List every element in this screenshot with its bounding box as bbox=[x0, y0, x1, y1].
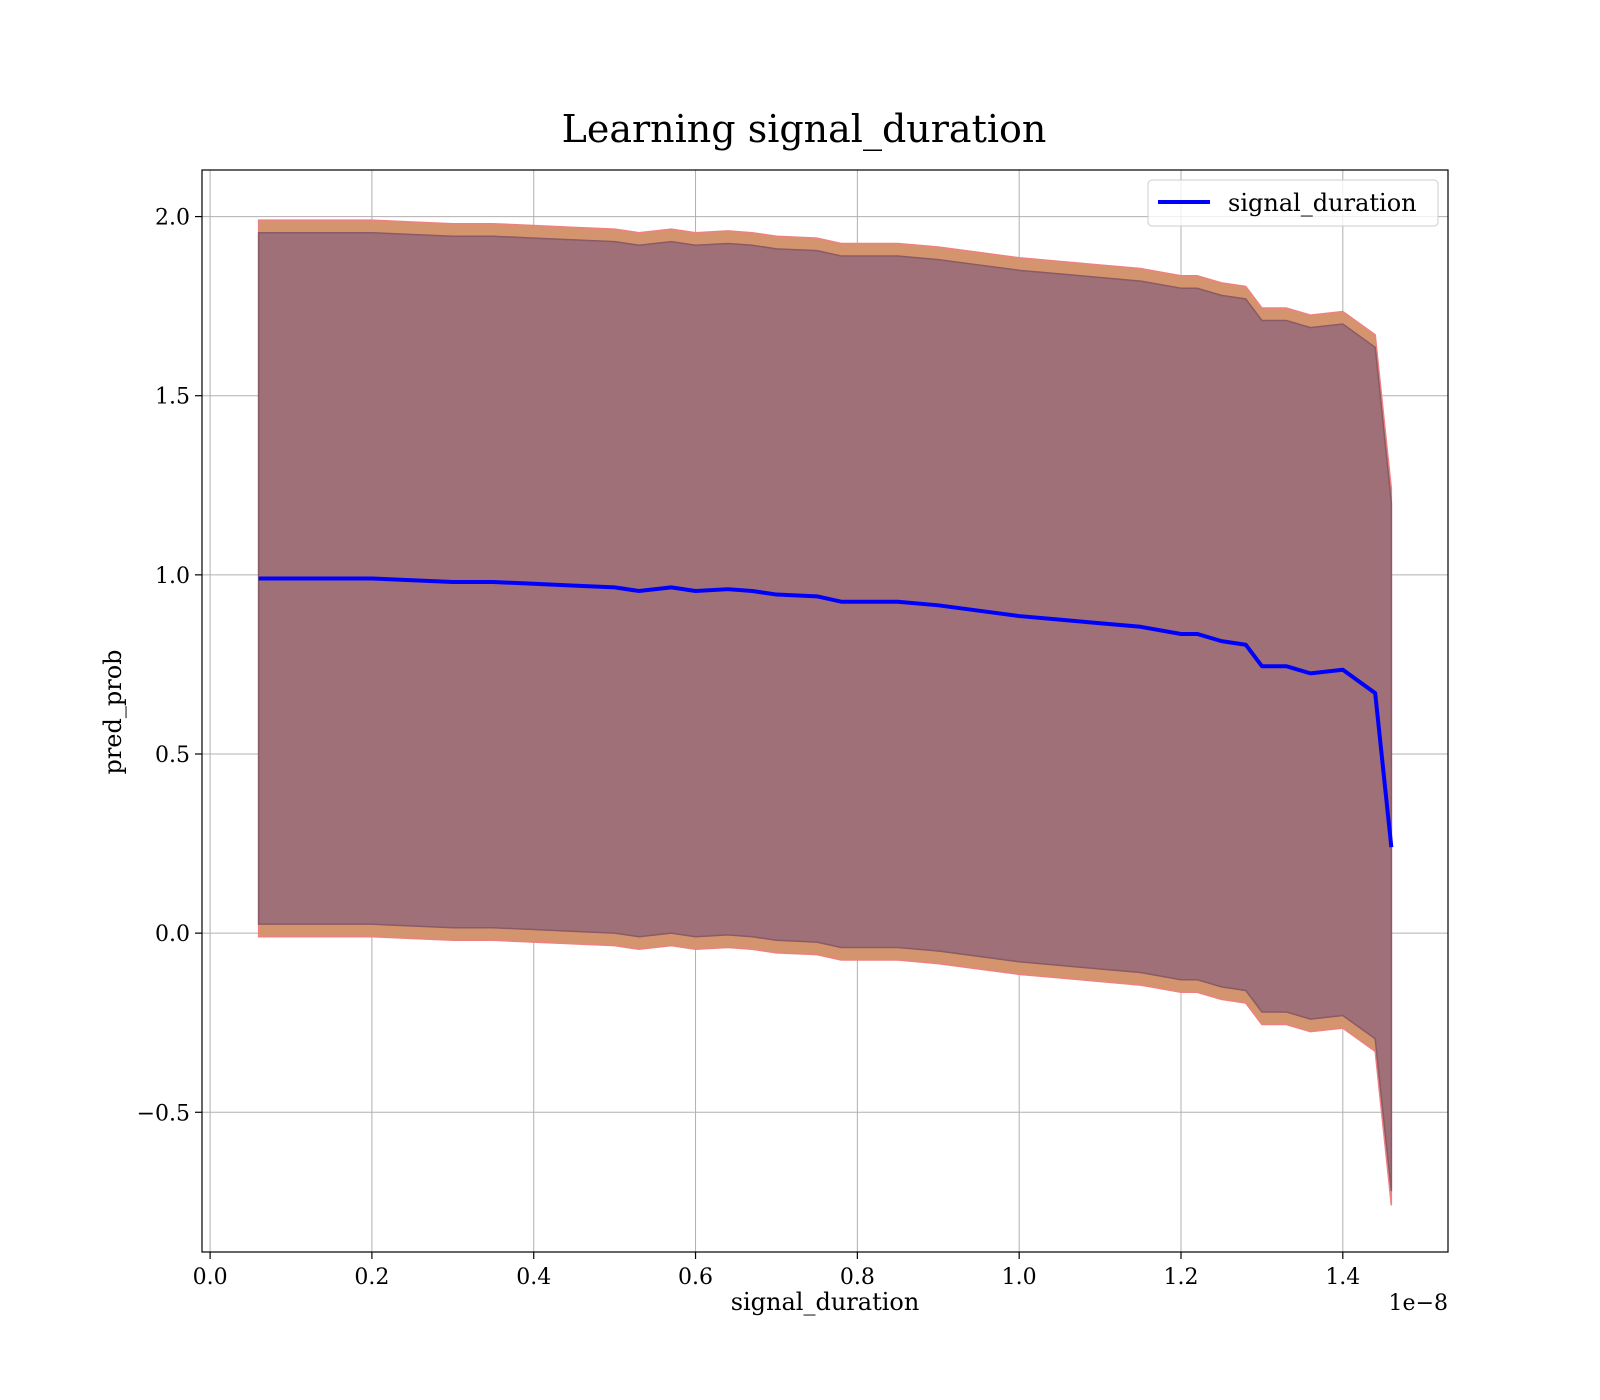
y-tick-label: −0.5 bbox=[137, 1101, 190, 1126]
x-tick-label: 0.6 bbox=[678, 1265, 713, 1290]
x-tick-label: 0.4 bbox=[516, 1265, 551, 1290]
x-tick-label: 0.0 bbox=[193, 1265, 228, 1290]
y-tick-label: 0.0 bbox=[155, 922, 190, 947]
x-axis-label: signal_duration bbox=[731, 1288, 920, 1316]
x-axis-ticks: 0.0 0.2 0.4 0.6 0.8 1.0 1.2 1.4 bbox=[193, 1252, 1360, 1290]
x-tick-label: 0.8 bbox=[840, 1265, 875, 1290]
y-tick-label: 0.5 bbox=[155, 743, 190, 768]
x-tick-label: 1.4 bbox=[1325, 1265, 1360, 1290]
confidence-band-2 bbox=[257, 231, 1393, 1192]
y-tick-label: 2.0 bbox=[155, 206, 190, 231]
x-tick-label: 0.2 bbox=[354, 1265, 389, 1290]
y-axis-ticks: −0.5 0.0 0.5 1.0 1.5 2.0 bbox=[137, 206, 202, 1126]
y-tick-label: 1.5 bbox=[155, 385, 190, 410]
chart-title: Learning signal_duration bbox=[562, 107, 1047, 152]
y-axis-label: pred_prob bbox=[99, 649, 127, 774]
x-offset-label: 1e−8 bbox=[1389, 1291, 1448, 1316]
x-tick-label: 1.0 bbox=[1002, 1265, 1037, 1290]
x-tick-label: 1.2 bbox=[1164, 1265, 1199, 1290]
legend-box bbox=[1147, 179, 1439, 227]
legend-entry-signal-duration: signal_duration bbox=[1228, 189, 1417, 217]
series-lines bbox=[258, 576, 1394, 848]
confidence-bands bbox=[257, 219, 1393, 1206]
series-line-signal-duration bbox=[258, 576, 1394, 848]
y-tick-label: 1.0 bbox=[155, 564, 190, 589]
legend: signal_duration bbox=[1147, 179, 1439, 227]
plot-frame bbox=[201, 169, 1449, 1253]
